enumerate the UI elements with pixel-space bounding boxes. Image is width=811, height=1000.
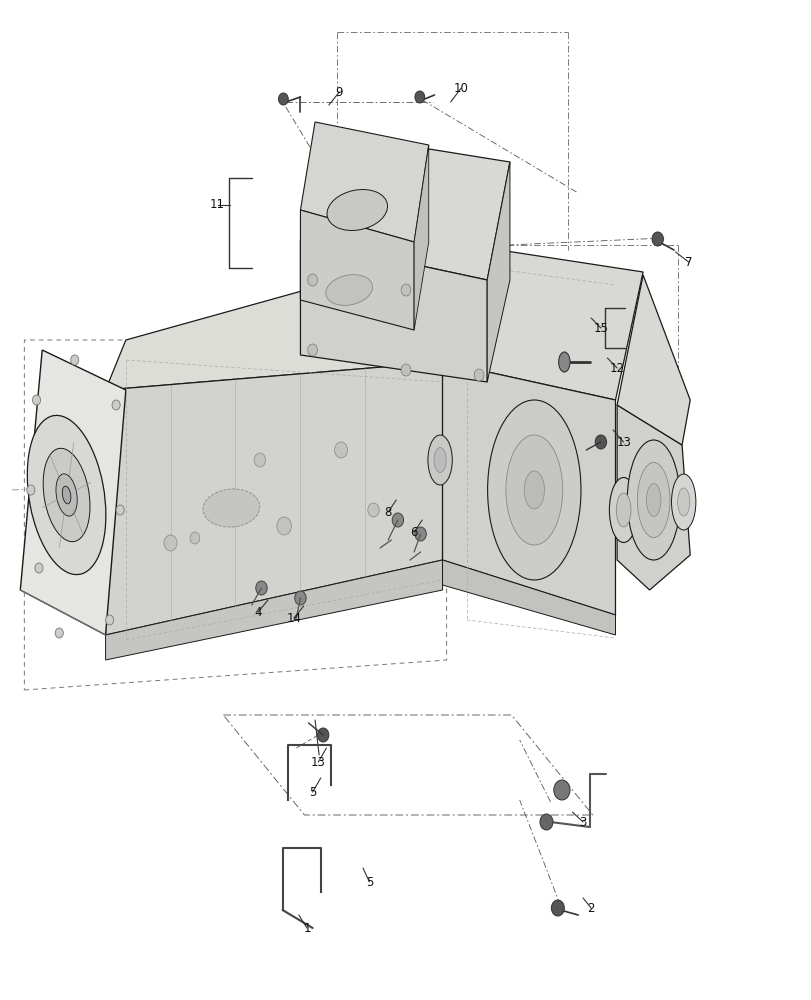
Polygon shape: [442, 245, 642, 400]
Ellipse shape: [434, 448, 446, 473]
Circle shape: [307, 274, 317, 286]
Text: 1: 1: [303, 922, 311, 934]
Circle shape: [71, 355, 79, 365]
Polygon shape: [300, 210, 414, 330]
Circle shape: [334, 442, 347, 458]
Circle shape: [553, 780, 569, 800]
Circle shape: [277, 517, 291, 535]
Ellipse shape: [487, 400, 580, 580]
Circle shape: [32, 395, 41, 405]
Circle shape: [594, 435, 606, 449]
Circle shape: [317, 728, 328, 742]
Polygon shape: [105, 362, 442, 635]
Text: 6: 6: [410, 526, 418, 538]
Text: 9: 9: [335, 86, 343, 99]
Text: 15: 15: [593, 322, 607, 334]
Ellipse shape: [427, 435, 452, 485]
Circle shape: [307, 344, 317, 356]
Polygon shape: [442, 560, 615, 635]
Text: 4: 4: [254, 605, 262, 618]
Ellipse shape: [43, 448, 90, 542]
Circle shape: [414, 527, 426, 541]
Ellipse shape: [626, 440, 679, 560]
Ellipse shape: [671, 474, 695, 530]
Ellipse shape: [676, 488, 689, 516]
Text: 13: 13: [616, 436, 630, 448]
Text: 2: 2: [586, 902, 594, 914]
Polygon shape: [616, 275, 689, 445]
Circle shape: [112, 400, 120, 410]
Polygon shape: [300, 122, 428, 242]
Ellipse shape: [327, 190, 387, 230]
Circle shape: [35, 563, 43, 573]
Text: 11: 11: [210, 198, 225, 212]
Circle shape: [474, 369, 483, 381]
Ellipse shape: [646, 484, 660, 516]
Polygon shape: [105, 560, 442, 660]
Polygon shape: [487, 162, 509, 382]
Ellipse shape: [325, 275, 372, 305]
Circle shape: [116, 505, 124, 515]
Polygon shape: [105, 245, 466, 390]
Ellipse shape: [203, 489, 260, 527]
Circle shape: [401, 284, 410, 296]
Ellipse shape: [558, 352, 569, 372]
Circle shape: [254, 453, 265, 467]
Polygon shape: [414, 145, 428, 330]
Circle shape: [27, 485, 35, 495]
Circle shape: [55, 628, 63, 638]
Circle shape: [401, 364, 410, 376]
Circle shape: [367, 503, 379, 517]
Polygon shape: [442, 362, 615, 615]
Text: 13: 13: [311, 756, 325, 768]
Polygon shape: [300, 240, 487, 382]
Ellipse shape: [28, 415, 105, 575]
Text: 8: 8: [384, 506, 392, 518]
Circle shape: [190, 532, 200, 544]
Circle shape: [551, 900, 564, 916]
Circle shape: [392, 513, 403, 527]
Polygon shape: [616, 405, 689, 590]
Text: 14: 14: [286, 611, 301, 624]
Text: 5: 5: [365, 876, 373, 888]
Text: 7: 7: [684, 255, 692, 268]
Circle shape: [255, 581, 267, 595]
Text: 5: 5: [308, 786, 316, 798]
Circle shape: [164, 535, 177, 551]
Ellipse shape: [608, 478, 637, 542]
Circle shape: [105, 615, 114, 625]
Ellipse shape: [56, 474, 77, 516]
Ellipse shape: [505, 435, 562, 545]
Circle shape: [278, 93, 288, 105]
Text: 10: 10: [453, 82, 468, 95]
Ellipse shape: [523, 471, 543, 509]
Circle shape: [294, 591, 306, 605]
Ellipse shape: [616, 493, 630, 527]
Polygon shape: [300, 132, 509, 280]
Ellipse shape: [62, 486, 71, 504]
Ellipse shape: [637, 462, 669, 538]
Circle shape: [651, 232, 663, 246]
Circle shape: [414, 91, 424, 103]
Circle shape: [539, 814, 552, 830]
Polygon shape: [20, 350, 126, 635]
Text: 12: 12: [609, 361, 624, 374]
Text: 3: 3: [578, 816, 586, 828]
